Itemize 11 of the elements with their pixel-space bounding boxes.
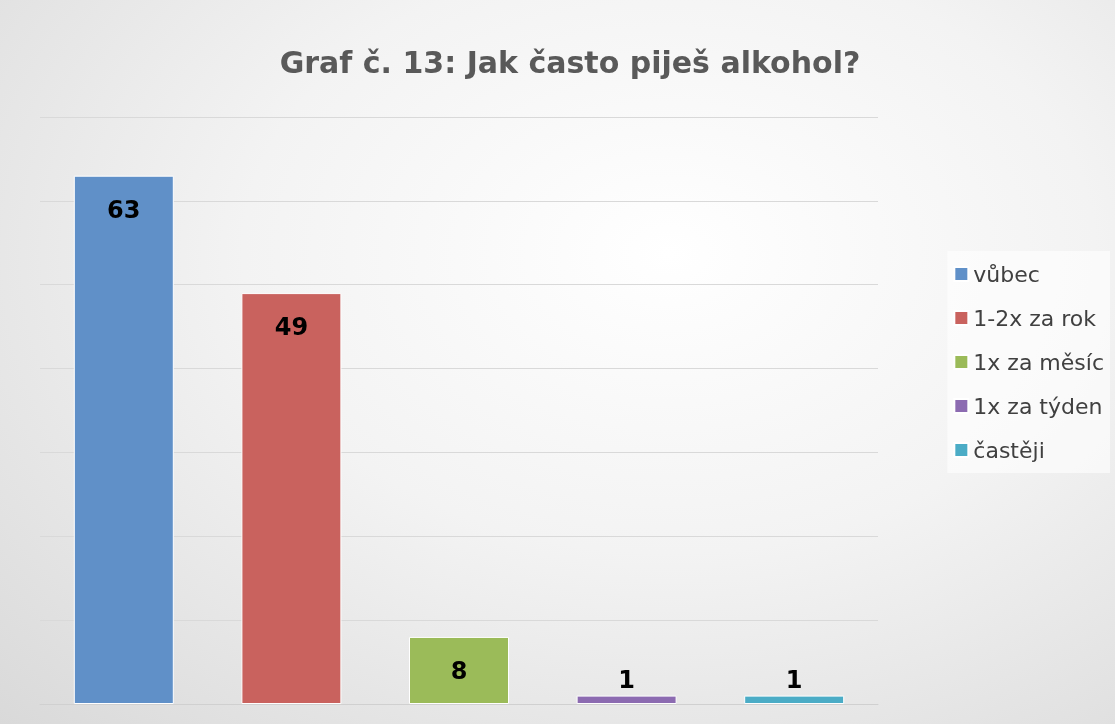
legend-label: 1x za týden [973, 393, 1103, 419]
chart-title: Graf č. 13: Jak často piješ alkohol? [279, 44, 861, 80]
data-label: 63 [107, 195, 141, 224]
data-label: 49 [274, 313, 309, 342]
legend-label: 1x za měsíc [973, 349, 1104, 375]
data-label: 8 [450, 656, 468, 685]
data-label: 1 [785, 665, 803, 694]
legend-label: 1-2x za rok [973, 305, 1097, 331]
legend-label: vůbec [973, 261, 1040, 287]
data-label: 1 [618, 665, 635, 694]
legend-label: častěji [973, 437, 1045, 463]
